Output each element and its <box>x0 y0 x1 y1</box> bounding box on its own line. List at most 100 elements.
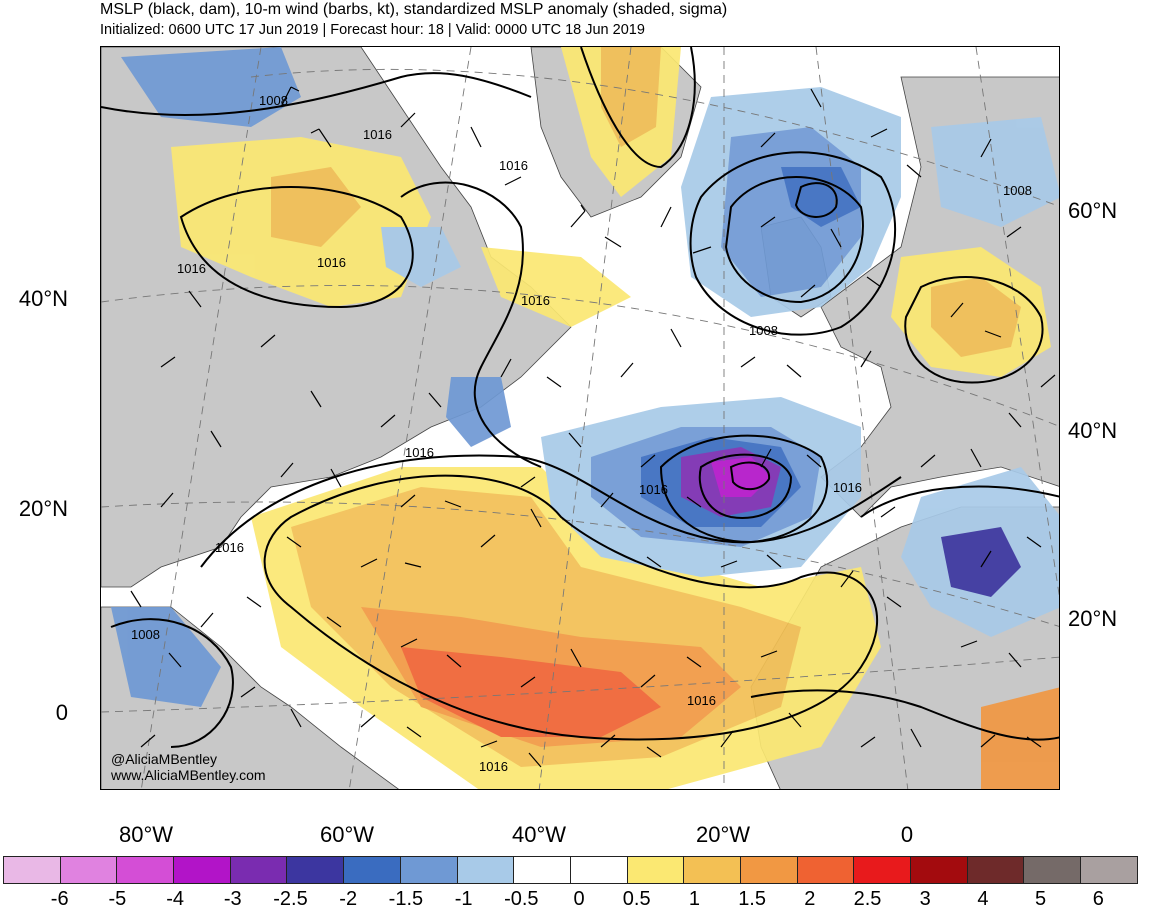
lat-label-right: 40°N <box>1068 418 1118 443</box>
parallel-20n <box>101 501 1059 627</box>
isobar-label: 1008 <box>749 323 778 338</box>
colorbar-label: 5 <box>1035 888 1047 910</box>
lat-label-left: 40°N <box>18 286 68 311</box>
colorbar-label: -5 <box>108 888 127 910</box>
isobar-1000-iceland <box>724 176 864 304</box>
isobar-992-iceland <box>794 182 838 218</box>
map-graphic: 1008 1016 1016 1016 1016 1016 1008 1008 … <box>101 47 1059 789</box>
isobar-label: 1016 <box>405 445 434 460</box>
anomaly-negative-mediterranean-core <box>941 527 1021 597</box>
credit-site: www.AliciaMBentley.com <box>111 767 266 783</box>
lon-label: 80°W <box>118 822 174 847</box>
colorbar-label: -4 <box>166 888 184 910</box>
isobar-1016-azores <box>659 434 829 544</box>
isobar-label: 1016 <box>479 759 508 774</box>
isobar-label: 1008 <box>259 93 288 108</box>
colorbar-label: 1.5 <box>738 888 766 910</box>
isobar-1016-africa <box>750 689 1059 741</box>
isobar-label: 1016 <box>521 293 550 308</box>
isobar-label: 1016 <box>687 693 716 708</box>
colorbar-label: -1 <box>454 888 473 910</box>
colorbar-swatch <box>3 856 61 884</box>
isobar-1008-mexico <box>110 618 234 748</box>
isobar-1008-north <box>101 72 532 117</box>
colorbar-label: 3 <box>919 888 931 910</box>
isobar-label: 1016 <box>499 158 528 173</box>
colorbar-swatch <box>229 856 288 884</box>
colorbar-label: -6 <box>50 888 69 910</box>
lon-label: 60°W <box>319 822 375 847</box>
isobar-1008-iceland <box>689 151 896 336</box>
colorbar-swatch <box>626 856 685 884</box>
colorbar-swatch <box>966 856 1025 884</box>
colorbar-label: -3 <box>223 888 242 910</box>
credit-handle: @AliciaMBentley <box>111 751 218 767</box>
meridian-20e <box>975 47 1059 597</box>
isobar-1012-azores <box>698 453 793 519</box>
chart-subtitle: Initialized: 0600 UTC 17 Jun 2019 | Fore… <box>100 22 645 38</box>
wind-barbs <box>130 86 1056 768</box>
isobar-1016-outer <box>200 454 902 568</box>
colorbar-swatch <box>796 856 855 884</box>
colorbar-label: -1.5 <box>388 888 424 910</box>
isobar-label: 1016 <box>317 255 346 270</box>
lon-label: 40°W <box>511 822 567 847</box>
colorbar-swatch <box>399 856 458 884</box>
isobar-label: 1008 <box>131 627 160 642</box>
colorbar-label: -2 <box>339 888 358 910</box>
isobar-1016-europe <box>904 276 1044 384</box>
isobar-1008-azores <box>729 461 771 491</box>
colorbar-swatch <box>853 856 911 884</box>
colorbar-label: 4 <box>977 888 989 910</box>
isobar-label: 1016 <box>215 540 244 555</box>
colorbar-swatch <box>739 856 798 884</box>
parallel-60n <box>250 68 1059 207</box>
isobar-label: 1016 <box>639 482 668 497</box>
anomaly-negative-baffin <box>121 47 301 127</box>
colorbar-label: 2.5 <box>853 888 882 910</box>
anomaly-negative-hudson <box>381 227 461 287</box>
anomaly-positive-europe-core <box>931 277 1021 357</box>
anomaly-negative-mexico <box>111 607 221 707</box>
forecast-map: 1008 1016 1016 1016 1016 1016 1008 1008 … <box>100 46 1060 790</box>
isobar-1016-subtropical <box>263 474 879 741</box>
lon-label: 0 <box>900 822 914 847</box>
isobar-1016-mediterranean <box>860 485 1059 518</box>
colorbar <box>3 856 1138 884</box>
lat-label-right: 60°N <box>1068 198 1118 223</box>
anomaly-positive-central-atlantic <box>481 247 631 327</box>
colorbar-label: 1 <box>688 888 700 910</box>
isobar-1016-canada <box>400 181 542 468</box>
colorbar-swatch <box>286 856 345 884</box>
colorbar-label: 6 <box>1092 888 1104 910</box>
chart-title: MSLP (black, dam), 10-m wind (barbs, kt)… <box>100 1 728 18</box>
colorbar-swatch <box>59 856 118 884</box>
lat-label-right: 20°N <box>1068 606 1118 631</box>
anomaly-positive-tropical-atlantic-peak <box>401 647 661 737</box>
colorbar-swatch <box>513 856 571 884</box>
colorbar-swatch <box>456 856 515 884</box>
lon-label: 20°W <box>695 822 751 847</box>
anomaly-positive-greenland-sea-core <box>601 47 661 147</box>
colorbar-label: 2 <box>804 888 816 910</box>
colorbar-swatch <box>683 856 741 884</box>
colorbar-label: 0.5 <box>622 888 651 910</box>
isobars <box>101 47 1059 748</box>
colorbar-swatch <box>1023 856 1082 884</box>
colorbar-label: -2.5 <box>273 888 308 910</box>
lat-label-left: 20°N <box>18 496 68 521</box>
anomaly-negative-azores-peak <box>711 457 771 497</box>
isobar-label: 1016 <box>363 127 392 142</box>
isobar-label: 1016 <box>177 261 206 276</box>
credit-text: @AliciaMBentley www.AliciaMBentley.com <box>111 751 266 783</box>
isobar-labels: 1008 1016 1016 1016 1016 1016 1008 1008 … <box>131 93 1032 774</box>
isobar-label: 1016 <box>833 480 862 495</box>
colorbar-swatch <box>1080 856 1138 884</box>
parallel-0 <box>101 656 1059 713</box>
colorbar-label: -0.5 <box>504 888 539 910</box>
isobar-1016-greenland <box>580 47 696 169</box>
colorbar-swatch <box>569 856 628 884</box>
colorbar-swatch <box>910 856 968 884</box>
lat-label-left: 0 <box>55 700 68 725</box>
colorbar-swatch <box>173 856 231 884</box>
